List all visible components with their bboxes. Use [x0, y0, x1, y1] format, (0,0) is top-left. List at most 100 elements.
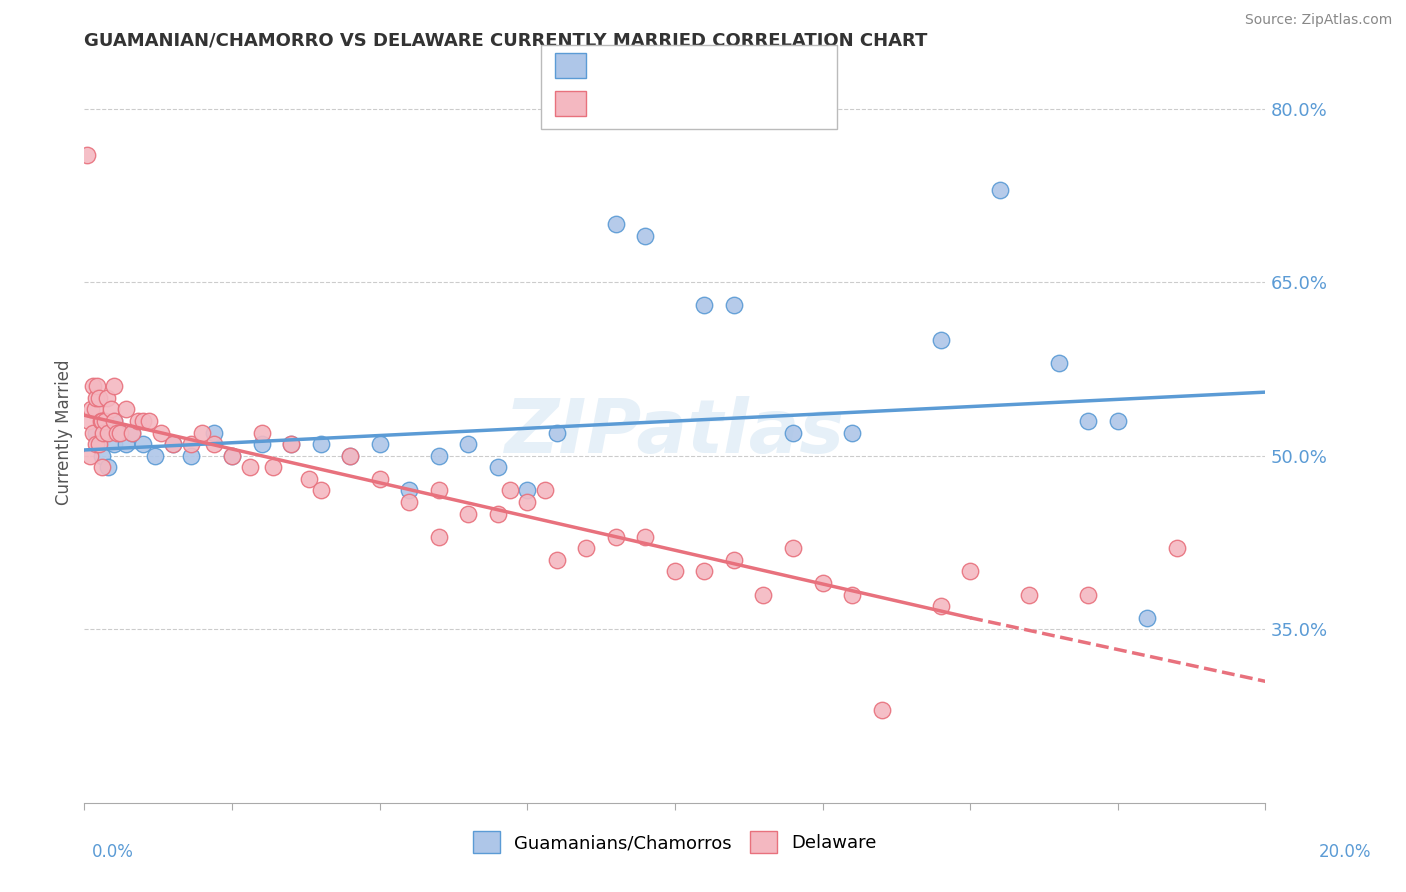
Point	[929, 599, 952, 614]
Point	[339, 449, 361, 463]
Point	[91, 449, 114, 463]
Text: N = 68: N = 68	[735, 95, 793, 112]
Point	[1107, 414, 1129, 428]
Point	[486, 507, 509, 521]
Point	[457, 437, 479, 451]
Point	[86, 379, 108, 393]
Point	[114, 402, 136, 417]
Point	[959, 565, 981, 579]
Point	[427, 530, 450, 544]
Point	[398, 483, 420, 498]
Point	[693, 565, 716, 579]
Point	[1077, 414, 1099, 428]
Point	[693, 298, 716, 312]
Point	[103, 437, 125, 451]
Point	[309, 483, 332, 498]
Point	[486, 460, 509, 475]
Point	[108, 425, 131, 440]
Point	[202, 425, 225, 440]
Point	[870, 703, 893, 717]
Point	[143, 449, 166, 463]
Point	[239, 460, 262, 475]
Text: Source: ZipAtlas.com: Source: ZipAtlas.com	[1244, 13, 1392, 28]
Point	[1166, 541, 1188, 556]
Point	[191, 425, 214, 440]
Text: 20.0%: 20.0%	[1319, 843, 1371, 861]
Point	[1018, 588, 1040, 602]
Text: N = 37: N = 37	[735, 56, 793, 74]
Point	[121, 425, 143, 440]
Legend: Guamanians/Chamorros, Delaware: Guamanians/Chamorros, Delaware	[465, 824, 884, 861]
Point	[77, 414, 100, 428]
Point	[91, 425, 114, 440]
Point	[90, 414, 112, 428]
Point	[221, 449, 243, 463]
Point	[262, 460, 284, 475]
Point	[103, 414, 125, 428]
Point	[100, 402, 122, 417]
Point	[250, 425, 273, 440]
Point	[339, 449, 361, 463]
Point	[79, 449, 101, 463]
Point	[575, 541, 598, 556]
Point	[87, 391, 111, 405]
Point	[546, 425, 568, 440]
Point	[457, 507, 479, 521]
Point	[534, 483, 557, 498]
Point	[516, 495, 538, 509]
Point	[84, 425, 107, 440]
Point	[162, 437, 184, 451]
Point	[368, 437, 391, 451]
Point	[841, 425, 863, 440]
Point	[605, 530, 627, 544]
Point	[1136, 610, 1159, 624]
Point	[105, 425, 128, 440]
Point	[94, 414, 117, 428]
Point	[96, 391, 118, 405]
Point	[84, 391, 107, 405]
Point	[723, 553, 745, 567]
Text: R = -0.387: R = -0.387	[595, 95, 683, 112]
Point	[103, 414, 125, 428]
Point	[782, 541, 804, 556]
Point	[114, 437, 136, 451]
Point	[1077, 588, 1099, 602]
Point	[280, 437, 302, 451]
Point	[811, 576, 834, 591]
Point	[138, 414, 160, 428]
Point	[605, 218, 627, 232]
Point	[398, 495, 420, 509]
Point	[202, 437, 225, 451]
Text: 0.0%: 0.0%	[91, 843, 134, 861]
Point	[82, 425, 104, 440]
Point	[80, 402, 103, 417]
Point	[498, 483, 520, 498]
Point	[221, 449, 243, 463]
Point	[180, 437, 202, 451]
Point	[988, 183, 1011, 197]
Point	[752, 588, 775, 602]
Point	[309, 437, 332, 451]
Point	[723, 298, 745, 312]
Point	[546, 553, 568, 567]
Point	[132, 414, 155, 428]
Point	[427, 483, 450, 498]
Point	[782, 425, 804, 440]
Point	[280, 437, 302, 451]
Point	[87, 437, 111, 451]
Point	[634, 229, 657, 244]
Text: GUAMANIAN/CHAMORRO VS DELAWARE CURRENTLY MARRIED CORRELATION CHART: GUAMANIAN/CHAMORRO VS DELAWARE CURRENTLY…	[84, 32, 928, 50]
Point	[929, 333, 952, 347]
Point	[97, 460, 120, 475]
Point	[298, 472, 321, 486]
Point	[250, 437, 273, 451]
Point	[84, 437, 107, 451]
Point	[84, 402, 107, 417]
Point	[97, 425, 120, 440]
Point	[76, 148, 98, 162]
Point	[121, 425, 143, 440]
Point	[180, 449, 202, 463]
Point	[91, 414, 114, 428]
Y-axis label: Currently Married: Currently Married	[55, 359, 73, 506]
Point	[132, 437, 155, 451]
